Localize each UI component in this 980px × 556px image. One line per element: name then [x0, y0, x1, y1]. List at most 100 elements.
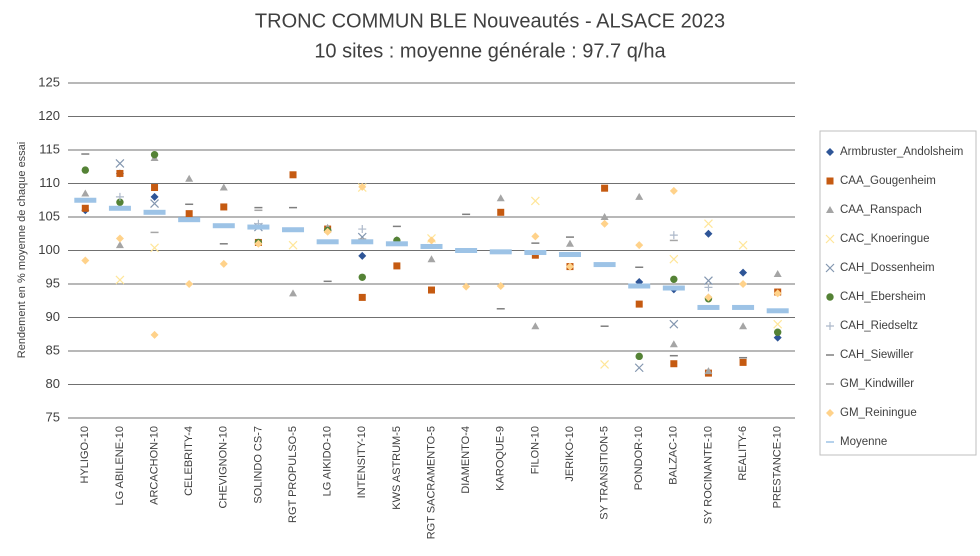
point	[151, 184, 159, 192]
x-tick-label: KWS ASTRUM-5	[391, 426, 403, 510]
x-tick-label: PRESTANCE-10	[772, 426, 784, 508]
point	[116, 198, 124, 206]
x-tick-label: BALZAC-10	[668, 426, 680, 485]
point	[115, 234, 124, 243]
x-tick-label: SY TRANSITION-5	[599, 426, 611, 520]
point	[385, 241, 408, 247]
point	[282, 227, 305, 233]
legend-marker	[826, 148, 834, 156]
point	[489, 249, 512, 255]
legend-label: GM_Kindwiller	[840, 378, 914, 390]
y-tick-label: 120	[38, 108, 60, 123]
point	[358, 182, 367, 191]
point	[565, 262, 574, 271]
point	[739, 322, 748, 330]
point	[393, 262, 401, 270]
point	[601, 184, 609, 192]
chart-subtitle: 10 sites : moyenne générale : 97.7 q/ha	[314, 40, 666, 62]
point	[704, 367, 713, 375]
point	[662, 285, 685, 291]
point	[773, 333, 782, 342]
point	[669, 319, 679, 329]
x-tick-label: KAROQUE-9	[495, 426, 507, 491]
point	[185, 210, 193, 218]
legend-label: CAH_Ebersheim	[840, 291, 926, 303]
x-tick-label: DIAMENTO-4	[460, 426, 472, 494]
point	[212, 223, 235, 229]
point	[773, 289, 782, 298]
point	[697, 304, 720, 310]
point	[220, 203, 228, 211]
y-tick-label: 125	[38, 74, 60, 89]
point	[427, 255, 436, 263]
point	[358, 251, 367, 260]
point	[150, 150, 159, 159]
x-tick-label: JERIKO-10	[564, 426, 576, 482]
x-tick-label: RGT PROPULSO-5	[287, 426, 299, 523]
point	[704, 293, 713, 302]
point	[108, 205, 131, 211]
x-tick-label: INTENSITY-10	[356, 426, 368, 498]
point	[628, 283, 651, 289]
point	[81, 256, 90, 265]
legend-label: CAH_Siewiller	[840, 349, 914, 361]
point	[669, 340, 678, 348]
point	[115, 158, 125, 168]
point	[565, 239, 574, 247]
point	[254, 239, 263, 248]
x-tick-label: CHEVIGNON-10	[218, 426, 230, 509]
point	[81, 204, 89, 212]
point	[600, 219, 609, 228]
y-tick-label: 95	[46, 275, 60, 290]
point	[766, 308, 789, 314]
point	[428, 286, 435, 294]
point	[219, 259, 228, 268]
legend-label: CAH_Dossenheim	[840, 262, 935, 274]
x-tick-label: ARCACHON-10	[148, 426, 160, 505]
point	[150, 243, 159, 253]
point	[773, 269, 782, 277]
legend-marker	[826, 322, 834, 330]
legend-marker	[826, 177, 834, 185]
point	[496, 194, 505, 202]
point	[738, 240, 748, 250]
legend-label: Armbruster_Andolsheim	[840, 146, 963, 158]
legend-label: Moyenne	[840, 436, 887, 448]
legend-label: CAA_Ranspach	[840, 204, 922, 216]
point	[669, 254, 679, 264]
y-axis-label: Rendement en % moyenne de chaque essai	[16, 142, 28, 358]
point	[732, 304, 755, 310]
point	[358, 293, 366, 301]
legend-marker	[826, 206, 834, 213]
point	[289, 289, 298, 297]
x-tick-label: CELEBRITY-4	[183, 426, 195, 496]
y-tick-label: 110	[39, 175, 60, 190]
y-tick-label: 80	[46, 376, 60, 391]
point	[74, 197, 97, 203]
y-tick-label: 105	[38, 208, 60, 223]
point	[704, 219, 713, 229]
point	[704, 283, 713, 292]
point	[739, 280, 748, 288]
point	[670, 275, 678, 284]
point	[704, 276, 713, 286]
point	[669, 231, 678, 240]
point	[739, 358, 747, 366]
y-tick-label: 85	[46, 342, 60, 357]
x-tick-label: SOLINDO CS-7	[252, 426, 264, 504]
x-tick-label: LG ABILENE-10	[114, 426, 126, 506]
point	[600, 213, 609, 220]
point	[462, 282, 471, 291]
y-tick-label: 115	[39, 141, 60, 156]
point	[323, 227, 332, 236]
x-tick-label: SY ROCINANTE-10	[702, 426, 714, 524]
x-tick-label: REALITY-6	[737, 426, 749, 481]
point	[593, 262, 616, 268]
point	[635, 300, 643, 308]
point	[219, 183, 228, 191]
point	[247, 224, 270, 230]
point	[185, 174, 194, 182]
point	[116, 169, 124, 177]
point	[455, 248, 478, 253]
